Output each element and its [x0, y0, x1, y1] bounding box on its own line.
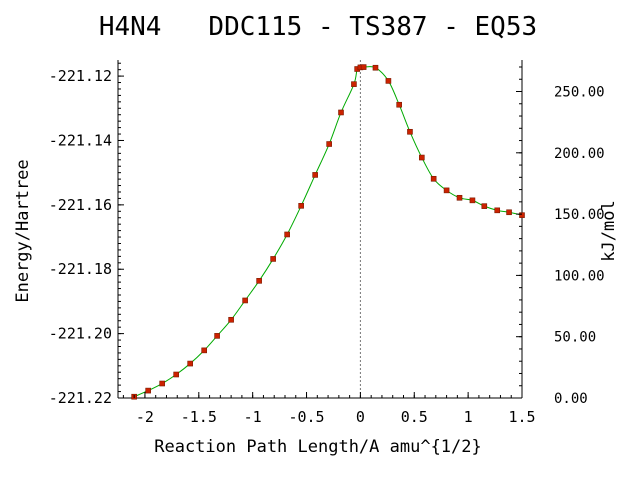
- data-point: [284, 231, 290, 238]
- x-tick-label: -2: [136, 408, 154, 426]
- y2-axis-label: kJ/mol: [599, 200, 619, 261]
- x-tick-label: -1.5: [181, 408, 217, 426]
- data-point: [242, 297, 248, 304]
- data-point: [430, 175, 437, 182]
- data-point: [228, 316, 234, 323]
- data-point: [385, 78, 392, 84]
- data-point: [407, 128, 413, 135]
- data-point: [270, 256, 276, 262]
- y2-tick-label: 50.00: [554, 330, 596, 346]
- data-point: [145, 387, 151, 394]
- x-tick-label: 0.5: [401, 408, 428, 426]
- data-point: [506, 209, 512, 216]
- y-axis-right: 250.00 200.00 150.00 100.00 50.00 0.00: [516, 66, 605, 407]
- y2-tick-label: 0.00: [554, 391, 588, 407]
- data-point: [298, 203, 304, 209]
- y2-tick-label: 100.00: [554, 268, 605, 284]
- data-point: [372, 64, 379, 71]
- series-line: [133, 66, 523, 398]
- data-point: [360, 64, 367, 70]
- x-axis: -2 -1.5 -1 -0.5 0 0.5 1 1.5: [122, 392, 536, 426]
- data-point: [159, 380, 165, 387]
- y-tick-label: -221.14: [49, 131, 112, 149]
- y2-tick-label: 200.00: [554, 146, 605, 162]
- data-point: [481, 203, 488, 209]
- data-point: [419, 154, 425, 161]
- data-point: [214, 333, 220, 339]
- y-tick-label: -221.22: [49, 389, 112, 407]
- y-axis-label: Energy/Hartree: [13, 159, 33, 302]
- data-point: [519, 212, 525, 218]
- y2-tick-label: 150.00: [554, 207, 605, 223]
- data-point: [173, 371, 179, 378]
- y2-tick-label: 250.00: [554, 85, 605, 101]
- y-tick-label: -221.16: [49, 196, 112, 214]
- x-tick-label: -1: [244, 408, 262, 426]
- plot-frame: [117, 60, 523, 399]
- data-point: [326, 141, 332, 147]
- data-point: [201, 347, 207, 354]
- data-point: [256, 278, 262, 284]
- y-axis-left: -221.12 -221.14 -221.16 -221.18 -221.20 -221.…: [49, 62, 124, 407]
- data-point: [469, 197, 476, 204]
- data-point: [312, 172, 318, 178]
- data-point: [494, 207, 501, 214]
- x-tick-label: 0: [356, 408, 365, 426]
- data-point: [351, 81, 357, 87]
- data-point: [456, 194, 463, 201]
- data-point: [338, 109, 344, 116]
- y-tick-label: -221.20: [49, 325, 112, 343]
- data-point: [443, 187, 450, 194]
- x-tick-label: 1: [464, 408, 473, 426]
- data-point: [187, 360, 193, 367]
- x-axis-label: Reaction Path Length/A amu^{1/2}: [154, 437, 482, 457]
- y-tick-label: -221.12: [49, 67, 112, 85]
- x-tick-label: 1.5: [508, 408, 535, 426]
- x-tick-label: -0.5: [288, 408, 324, 426]
- chart-title: H4N4 DDC115 - TS387 - EQ53: [99, 12, 537, 42]
- y-tick-label: -221.18: [49, 260, 112, 278]
- curve-group: [133, 66, 523, 398]
- points-group: [131, 64, 525, 400]
- data-point: [396, 101, 402, 108]
